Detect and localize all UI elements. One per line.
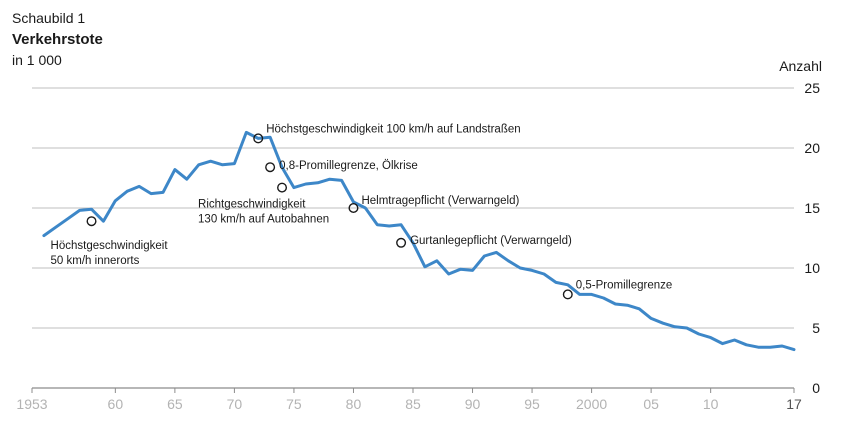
annotation-marker xyxy=(348,202,359,213)
x-tick-label: 85 xyxy=(405,396,421,412)
chart-subtitle: in 1 000 xyxy=(12,52,62,68)
y-axis-unit-label: Anzahl xyxy=(779,58,822,74)
x-tick-label: 1953 xyxy=(16,396,47,412)
annotation-label: Gurtanlegepflicht (Verwarngeld) xyxy=(410,235,572,247)
x-tick-label: 65 xyxy=(167,396,183,412)
annotation-label: Höchstgeschwindigkeit 100 km/h auf Lands… xyxy=(266,123,520,135)
x-tick-label: 75 xyxy=(286,396,302,412)
annotation-marker xyxy=(562,289,573,300)
annotation-marker xyxy=(253,133,264,144)
annotation-label: Helmtragepflicht (Verwarngeld) xyxy=(361,195,519,207)
annotation-marker xyxy=(86,216,97,227)
annotation-marker xyxy=(265,162,276,173)
y-tick-label: 10 xyxy=(804,260,820,276)
chart-header: Schaubild 1 Verkehrstote in 1 000 xyxy=(12,8,103,71)
x-tick-label: 80 xyxy=(346,396,362,412)
x-tick-label: 10 xyxy=(703,396,719,412)
chart-title: Verkehrstote xyxy=(12,31,103,48)
y-tick-label: 25 xyxy=(804,80,820,96)
annotation-label: 0,8-Promillegrenze, Ölkrise xyxy=(279,160,418,172)
x-tick-label: 60 xyxy=(108,396,124,412)
annotation-marker xyxy=(396,237,407,248)
figure-label: Schaubild 1 xyxy=(12,10,86,26)
y-tick-label: 5 xyxy=(812,320,820,336)
annotation-marker xyxy=(277,182,288,193)
annotation-label: 0,5-Promillegrenze xyxy=(576,279,673,291)
x-tick-label: 2000 xyxy=(576,396,607,412)
x-tick-label: 70 xyxy=(227,396,243,412)
x-tick-label: 17 xyxy=(786,396,802,412)
x-tick-label: 95 xyxy=(524,396,540,412)
annotation-label: Höchstgeschwindigkeit xyxy=(51,240,169,252)
annotation-label: 50 km/h innerorts xyxy=(51,255,140,267)
x-tick-label: 90 xyxy=(465,396,481,412)
annotation-label: Richtgeschwindigkeit xyxy=(198,199,306,211)
y-tick-label: 0 xyxy=(812,380,820,396)
x-tick-label: 05 xyxy=(643,396,659,412)
y-tick-label: 15 xyxy=(804,200,820,216)
y-tick-label: 20 xyxy=(804,140,820,156)
annotation-label: 130 km/h auf Autobahnen xyxy=(198,214,329,226)
series-line xyxy=(42,130,796,352)
